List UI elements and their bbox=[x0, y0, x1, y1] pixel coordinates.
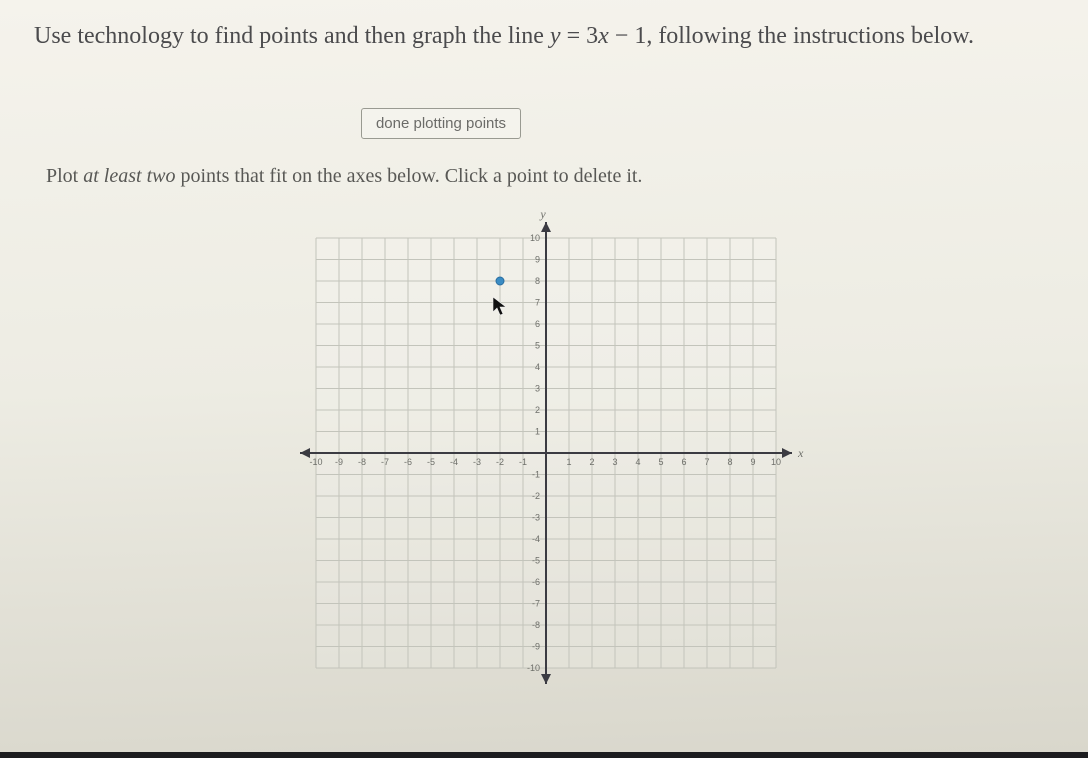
svg-text:-8: -8 bbox=[358, 457, 366, 467]
svg-text:-3: -3 bbox=[532, 513, 540, 523]
problem-statement: Use technology to find points and then g… bbox=[34, 18, 1058, 54]
svg-text:-3: -3 bbox=[473, 457, 481, 467]
instruction-p1: Plot bbox=[46, 165, 83, 187]
svg-text:-5: -5 bbox=[427, 457, 435, 467]
svg-text:-10: -10 bbox=[527, 663, 540, 673]
svg-text:-5: -5 bbox=[532, 556, 540, 566]
svg-text:-2: -2 bbox=[532, 491, 540, 501]
const: 1 bbox=[634, 23, 646, 49]
svg-text:-4: -4 bbox=[450, 457, 458, 467]
svg-text:10: 10 bbox=[530, 233, 540, 243]
svg-text:1: 1 bbox=[535, 427, 540, 437]
svg-text:8: 8 bbox=[727, 457, 732, 467]
svg-text:9: 9 bbox=[750, 457, 755, 467]
svg-text:6: 6 bbox=[681, 457, 686, 467]
svg-text:-4: -4 bbox=[532, 534, 540, 544]
svg-text:2: 2 bbox=[535, 405, 540, 415]
svg-text:-9: -9 bbox=[335, 457, 343, 467]
svg-text:-6: -6 bbox=[404, 457, 412, 467]
svg-text:4: 4 bbox=[535, 362, 540, 372]
svg-text:-10: -10 bbox=[309, 457, 322, 467]
svg-text:7: 7 bbox=[704, 457, 709, 467]
svg-text:2: 2 bbox=[589, 457, 594, 467]
problem-post: , following the instructions below. bbox=[646, 23, 974, 49]
svg-text:5: 5 bbox=[658, 457, 663, 467]
svg-text:-7: -7 bbox=[532, 599, 540, 609]
instruction-emph: at least two bbox=[83, 165, 175, 187]
op-eq: = bbox=[561, 23, 587, 49]
svg-text:1: 1 bbox=[566, 457, 571, 467]
svg-text:8: 8 bbox=[535, 276, 540, 286]
svg-text:4: 4 bbox=[635, 457, 640, 467]
svg-text:-6: -6 bbox=[532, 577, 540, 587]
svg-text:x: x bbox=[797, 446, 804, 460]
svg-text:6: 6 bbox=[535, 319, 540, 329]
page-container: Use technology to find points and then g… bbox=[0, 0, 1088, 752]
graph-container: x y -10 -9 -8 -7 -6 -5 -4 -3 -2 -1 1 2 3 4 5 6 7 8 9 10 1 2 3 4 5 6… bbox=[266, 208, 826, 698]
problem-pre: Use technology to find points and then g… bbox=[34, 23, 550, 49]
svg-text:-2: -2 bbox=[496, 457, 504, 467]
svg-text:7: 7 bbox=[535, 298, 540, 308]
svg-text:3: 3 bbox=[612, 457, 617, 467]
op-minus: − bbox=[609, 23, 635, 49]
coef: 3 bbox=[586, 23, 598, 49]
svg-text:5: 5 bbox=[535, 341, 540, 351]
var-y: y bbox=[550, 23, 561, 49]
svg-text:-1: -1 bbox=[519, 457, 527, 467]
var-x: x bbox=[598, 23, 609, 49]
coordinate-grid[interactable]: x y -10 -9 -8 -7 -6 -5 -4 -3 -2 -1 1 2 3 4 5 6 7 8 9 10 1 2 3 4 5 6… bbox=[286, 208, 806, 698]
instruction-p2: points that fit on the axes below. Click… bbox=[175, 165, 642, 187]
svg-text:9: 9 bbox=[535, 255, 540, 265]
svg-text:-7: -7 bbox=[381, 457, 389, 467]
bottom-strip bbox=[0, 752, 1088, 758]
svg-text:3: 3 bbox=[535, 384, 540, 394]
svg-text:y: y bbox=[539, 208, 546, 221]
svg-text:-9: -9 bbox=[532, 642, 540, 652]
plot-instruction: Plot at least two points that fit on the… bbox=[46, 165, 1058, 188]
button-row: done plotting points bbox=[0, 108, 1058, 139]
done-plotting-button[interactable]: done plotting points bbox=[361, 108, 521, 139]
svg-text:-8: -8 bbox=[532, 620, 540, 630]
svg-text:10: 10 bbox=[771, 457, 781, 467]
svg-text:-1: -1 bbox=[532, 470, 540, 480]
